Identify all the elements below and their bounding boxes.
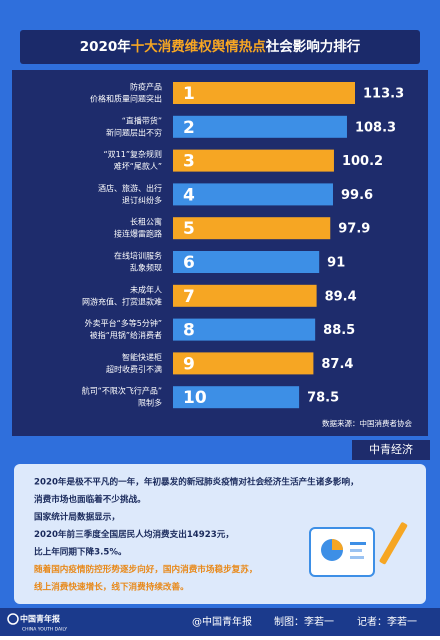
category-label: 难坏“尾款人” [114,161,162,171]
category-label: 外卖平台“多等5分钟” [85,318,162,328]
rank-label: 7 [183,287,195,307]
title-part: 十大消费维权舆情热点 [131,38,266,55]
title-banner [20,30,420,64]
chart-title: 2020年十大消费维权舆情热点社会影响力排行 [80,38,361,55]
badge: 中青经济 [369,442,413,456]
rank-label: 5 [183,219,195,239]
bar [173,149,334,172]
body-text: 消费市场也面临着不少挑战。 [34,493,146,505]
body-text: 2020年前三季度全国居民人均消费支出14923元， [34,528,234,540]
category-label: 价格和质量问题突出 [90,94,162,104]
rank-label: 6 [183,253,195,273]
bar [173,318,316,341]
category-label: 网游充值、打赏退款难 [82,296,162,306]
category-label: 在线培训服务 [114,251,162,261]
category-label: 智能快递柜 [122,352,162,362]
source: 数据来源：中国消费者协会 [322,418,412,428]
value-label: 99.6 [341,188,373,203]
value-label: 100.2 [342,154,383,169]
rank-label: 2 [183,118,195,138]
category-label: 退订纠纷多 [122,195,162,205]
category-label: 防疫产品 [130,82,162,92]
category-label: 酒店、旅游、出行 [98,183,162,193]
value-label: 113.3 [363,87,404,102]
category-label: 接连爆雷跑路 [114,229,162,239]
rank-label: 10 [183,388,207,408]
value-label: 97.9 [338,222,370,237]
illustration [309,522,408,577]
category-label: 长租公寓 [130,217,162,227]
title-part: 社会影响力排行 [265,38,361,55]
bar [173,386,300,409]
bar [173,82,355,104]
rank-label: 4 [183,185,195,205]
bar [173,284,317,307]
category-label: “直播带货” [122,115,162,125]
category-label: “双11”复杂规则 [104,149,162,159]
category-label: 被指“甩锅”给消费者 [90,330,162,340]
footer-bar [0,608,440,636]
body-text: 比上年同期下降3.5%。 [34,546,127,558]
body-text: 线上消费快速增长，线下消费持续改善。 [34,581,189,593]
badge-bg [352,440,430,460]
value-label: 88.5 [323,323,355,338]
category-label: 航司“不限次飞行产品” [82,386,162,396]
rank-label: 1 [183,84,195,104]
bar [173,183,333,206]
value-label: 78.5 [307,391,339,406]
value-label: 91 [327,256,345,271]
category-label: 超时收费引不满 [106,364,162,374]
footer-reporter: 记者：李若一 [357,615,417,628]
footer-logo: 中国青年报 [20,614,60,624]
category-label: 乱象频现 [130,263,162,273]
rank-label: 9 [183,354,195,374]
rank-label: 3 [183,152,195,172]
body-text: 国家统计局数据显示， [34,511,120,523]
title-part: 2020年 [80,38,132,55]
bar [173,352,314,375]
logo-icon [7,613,19,625]
rank-label: 8 [183,321,195,341]
value-label: 108.3 [355,120,396,135]
footer-weibo: @中国青年报 [192,615,252,628]
body-text: 随着国内疫情防控形势逐步向好，国内消费市场稳步复苏， [34,563,257,575]
footer-maker: 制图：李若一 [274,615,334,628]
bar [173,251,320,273]
category-label: 未成年人 [130,284,162,294]
body-text: 2020年是极不平凡的一年，年初暴发的新冠肺炎疫情对社会经济生活产生诸多影响， [34,476,359,488]
value-label: 89.4 [325,289,357,304]
footer-logo-en: CHINA YOUTH DAILY [22,627,67,633]
bar [173,217,331,240]
value-label: 87.4 [321,357,353,372]
bar [173,115,347,138]
category-label: 新问题层出不穷 [106,127,162,137]
category-label: 限制多 [138,398,162,408]
